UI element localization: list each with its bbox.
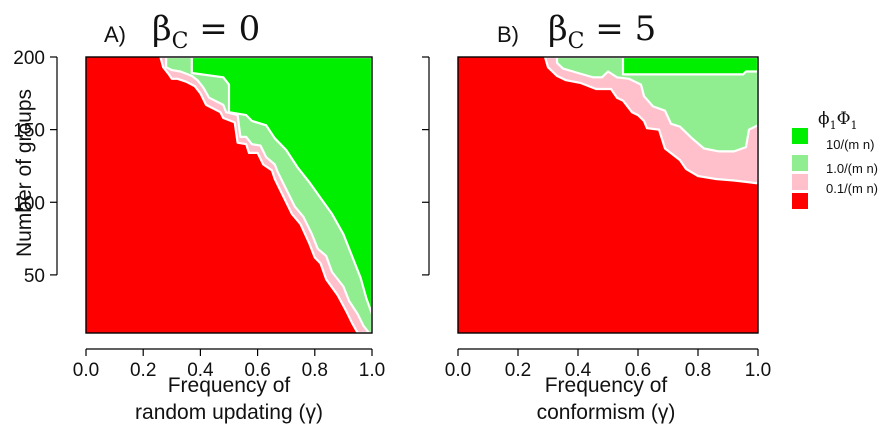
- x-tick-label: 0.0: [445, 360, 471, 381]
- panel-a-regions: [86, 55, 374, 335]
- panel-a-frame: [85, 56, 373, 334]
- panel-b-regions: [458, 55, 760, 333]
- x-tick-label: 0.0: [73, 360, 99, 381]
- x-tick-label: 1.0: [359, 360, 385, 381]
- legend-title: ϕ1Φ1: [818, 109, 858, 132]
- legend-swatch: [792, 128, 808, 144]
- y-tick-label: 100: [13, 193, 45, 214]
- panel-b-title: βC = 5: [548, 9, 656, 54]
- x-tick-label: 0.6: [244, 360, 270, 381]
- x-tick-label: 0.4: [187, 360, 214, 381]
- panel-b-label: B): [497, 22, 519, 47]
- legend-swatch: [792, 155, 808, 171]
- panel-a-xlabel-line2: random updating (γ): [135, 401, 323, 424]
- panel-a-y-axis: 50 100 150 200: [13, 48, 58, 287]
- legend: ϕ1Φ1 10/(m n) 1.0/(m n) 0.1/(m n): [792, 109, 878, 209]
- y-tick-label: 50: [24, 266, 45, 287]
- region-2: [555, 55, 760, 153]
- x-tick-label: 1.0: [745, 360, 771, 381]
- y-tick-label: 200: [13, 48, 45, 69]
- panel-b-frame: [457, 56, 759, 334]
- legend-label: 0.1/(m n): [826, 181, 878, 196]
- panel-a-title: βC = 0: [152, 9, 260, 54]
- x-tick-label: 0.2: [505, 360, 531, 381]
- x-tick-label: 0.4: [565, 360, 592, 381]
- x-tick-label: 0.2: [130, 360, 156, 381]
- panel-a-label: A): [104, 22, 126, 47]
- panel-b-xlabel-line2: conformism (γ): [537, 401, 676, 424]
- x-tick-label: 0.8: [685, 360, 711, 381]
- panel-b-y-axis: [422, 56, 430, 276]
- legend-swatch: [792, 193, 808, 209]
- y-tick-label: 150: [13, 121, 45, 142]
- panel-b-x-axis: 0.0 0.2 0.4 0.6 0.8 1.0: [445, 348, 771, 381]
- panel-b-xlabel-line1: Frequency of: [545, 374, 668, 397]
- legend-swatch: [792, 174, 808, 190]
- panel-a-ylabel: Number of groups: [13, 89, 36, 257]
- legend-items: 10/(m n) 1.0/(m n) 0.1/(m n): [792, 128, 878, 209]
- x-tick-label: 0.8: [302, 360, 328, 381]
- legend-label: 1.0/(m n): [826, 161, 878, 176]
- panel-b: B) βC = 5 0.0 0.2 0.4 0.6 0.8 1.0 Frequency o…: [422, 9, 771, 424]
- region-3: [190, 55, 374, 316]
- x-tick-label: 0.6: [625, 360, 651, 381]
- region-3: [621, 55, 760, 76]
- panel-a: A) βC = 0 0.0 0.2 0.4 0.6 0.8 1.0 50 100 150 200…: [13, 9, 385, 424]
- panel-a-xlabel-line1: Frequency of: [168, 374, 291, 397]
- legend-label: 10/(m n): [826, 137, 874, 152]
- panel-a-x-axis: 0.0 0.2 0.4 0.6 0.8 1.0: [73, 348, 385, 381]
